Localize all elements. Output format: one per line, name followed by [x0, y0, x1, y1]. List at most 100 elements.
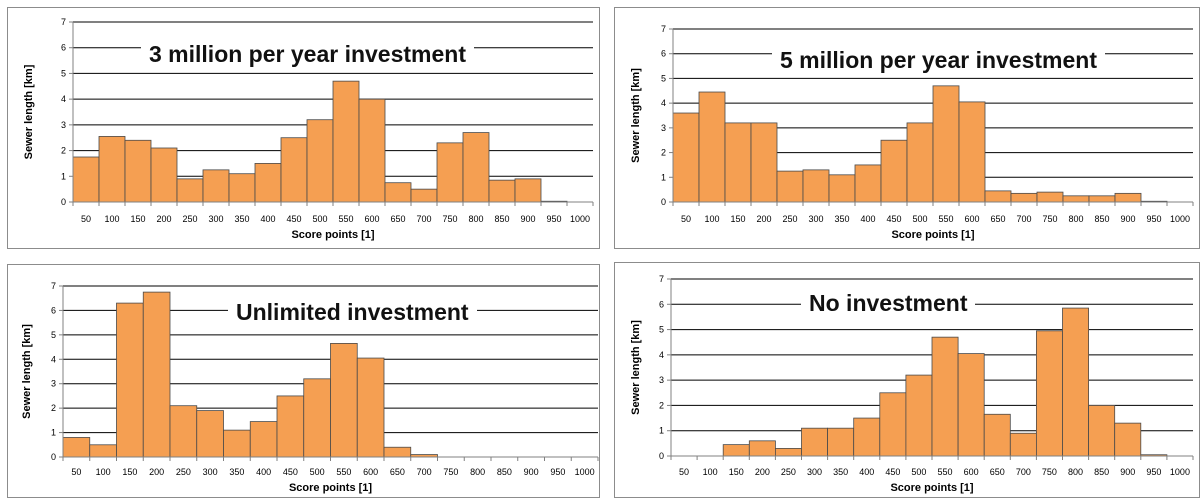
y-tick-label: 7	[61, 17, 66, 27]
bar	[1062, 307, 1090, 457]
x-tick-label: 600	[363, 467, 378, 477]
bar	[436, 142, 464, 203]
x-tick-label: 100	[703, 467, 718, 477]
y-tick-label: 5	[659, 325, 664, 335]
x-tick-label: 850	[497, 467, 512, 477]
y-tick-label: 1	[61, 171, 66, 181]
bar	[722, 444, 750, 457]
x-tick-label: 200	[756, 214, 771, 224]
x-tick-label: 350	[234, 214, 249, 224]
bar	[306, 119, 334, 203]
y-tick-label: 0	[661, 197, 666, 207]
x-tick-label: 300	[808, 214, 823, 224]
y-tick-label: 3	[659, 375, 664, 385]
x-tick-label: 450	[283, 467, 298, 477]
bar	[931, 336, 959, 457]
bar	[1114, 192, 1142, 203]
bar	[774, 448, 802, 457]
x-tick-label: 150	[130, 214, 145, 224]
bar	[358, 98, 386, 203]
bar	[223, 429, 251, 458]
x-tick-label: 950	[1146, 214, 1161, 224]
bar	[801, 427, 829, 457]
x-tick-label: 850	[1094, 214, 1109, 224]
x-tick-label: 650	[390, 467, 405, 477]
x-tick-label: 700	[1016, 214, 1031, 224]
x-tick-label: 250	[781, 467, 796, 477]
x-tick-label: 250	[176, 467, 191, 477]
y-tick-label: 4	[61, 94, 66, 104]
y-tick-label: 3	[61, 120, 66, 130]
chart-panel-5-million: 0 1 2 3 4 5 6 7 50 100 150 200 250 300 350 400 450 500 550…	[614, 7, 1200, 249]
y-tick-label: 4	[661, 98, 666, 108]
y-tick-label: 5	[661, 73, 666, 83]
bar	[196, 410, 224, 458]
x-tick-label: 350	[834, 214, 849, 224]
x-tick-label: 200	[755, 467, 770, 477]
chart-panel-3-million: 0 1 2 3 4 5 6 7 50 100 150 200 250 300 350 400 450 500 550…	[7, 7, 600, 249]
bar	[124, 139, 152, 203]
x-tick-label: 350	[833, 467, 848, 477]
bar	[72, 156, 100, 203]
y-tick-label: 1	[51, 428, 56, 438]
bar	[142, 291, 171, 458]
y-tick-label: 4	[51, 354, 56, 364]
bar	[776, 170, 804, 203]
y-axis-title: Sewer length [km]	[630, 68, 642, 163]
bar	[280, 137, 308, 203]
x-tick-label: 400	[256, 467, 271, 477]
x-tick-label: 650	[990, 467, 1005, 477]
y-tick-label: 6	[661, 49, 666, 59]
y-tick-label: 0	[51, 452, 56, 462]
y-tick-label: 0	[61, 197, 66, 207]
x-tick-label: 150	[730, 214, 745, 224]
bar	[1035, 330, 1063, 457]
y-axis-title: Sewer length [km]	[21, 324, 33, 419]
bar	[750, 122, 778, 203]
bar	[879, 392, 907, 457]
x-tick-label: 800	[1068, 467, 1083, 477]
bar	[827, 427, 855, 457]
y-tick-label: 5	[61, 68, 66, 78]
x-tick-label: 650	[990, 214, 1005, 224]
x-tick-label: 1000	[1170, 214, 1190, 224]
x-tick-label: 850	[1094, 467, 1109, 477]
x-tick-label: 700	[417, 467, 432, 477]
bar	[356, 357, 385, 458]
y-tick-label: 6	[659, 299, 664, 309]
x-tick-label: 300	[203, 467, 218, 477]
y-tick-label: 2	[659, 400, 664, 410]
y-tick-label: 4	[659, 350, 664, 360]
bar	[228, 173, 256, 203]
x-tick-label: 100	[104, 214, 119, 224]
chart-panel-unlimited: 0 1 2 3 4 5 6 7 50 100 150 200 250 300 350 400 450 500 550…	[7, 264, 600, 498]
y-tick-label: 7	[661, 24, 666, 34]
x-tick-label: 800	[468, 214, 483, 224]
x-tick-label: 50	[81, 214, 91, 224]
bar	[957, 353, 985, 457]
x-tick-label: 50	[681, 214, 691, 224]
bar	[1088, 195, 1116, 203]
bar	[383, 446, 412, 458]
bar	[276, 395, 305, 458]
x-tick-label: 150	[122, 467, 137, 477]
bar	[983, 413, 1011, 457]
x-axis-title: Score points [1]	[291, 229, 374, 241]
x-tick-label: 500	[912, 214, 927, 224]
bar	[62, 437, 91, 458]
x-tick-label: 950	[546, 214, 561, 224]
chart-title-3-million: 3 million per year investment	[141, 39, 475, 69]
x-tick-label: 900	[520, 214, 535, 224]
x-tick-label: 600	[964, 214, 979, 224]
x-tick-label: 800	[1068, 214, 1083, 224]
bar	[98, 136, 126, 203]
x-tick-label: 850	[494, 214, 509, 224]
y-axis-title: Sewer length [km]	[630, 320, 642, 415]
y-tick-label: 7	[659, 274, 664, 284]
x-tick-label: 750	[443, 467, 458, 477]
x-tick-label: 950	[550, 467, 565, 477]
x-tick-label: 400	[860, 214, 875, 224]
bar	[748, 440, 776, 457]
